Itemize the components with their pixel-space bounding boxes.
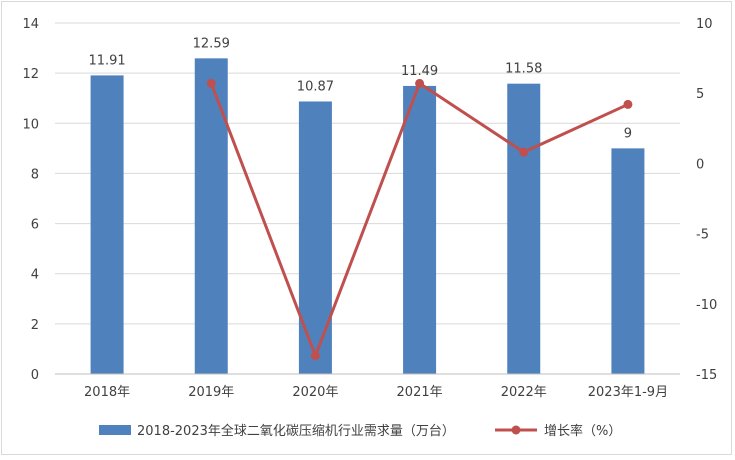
left-tick-label: 14 xyxy=(22,17,39,32)
growth-rate-point xyxy=(623,99,633,109)
x-tick-label: 2018年 xyxy=(84,385,130,400)
right-axis: -15 -10 -5 0 5 10 xyxy=(696,17,717,383)
bar xyxy=(403,85,437,374)
growth-rate-point xyxy=(415,78,425,88)
bar xyxy=(507,83,541,375)
right-tick-label: -5 xyxy=(696,228,709,243)
right-tick-label: -15 xyxy=(696,368,717,383)
legend-swatch-demand xyxy=(99,425,131,435)
bar xyxy=(611,148,645,374)
bar-data-label: 10.87 xyxy=(297,79,334,94)
left-tick-label: 6 xyxy=(31,218,39,233)
x-tick-label: 2021年 xyxy=(397,385,443,400)
bar xyxy=(90,75,124,374)
right-tick-label: 10 xyxy=(696,17,713,32)
bar-data-label: 11.58 xyxy=(505,62,542,77)
left-tick-label: 12 xyxy=(22,67,39,82)
left-tick-label: 4 xyxy=(31,268,39,283)
bar-data-label: 11.49 xyxy=(401,64,438,79)
bar xyxy=(298,101,332,374)
bar-data-label: 12.59 xyxy=(193,36,230,51)
right-tick-label: 0 xyxy=(696,157,704,172)
growth-rate-point xyxy=(310,351,320,361)
legend-label-demand: 2018-2023年全球二氧化碳压缩机行业需求量（万台） xyxy=(137,423,455,439)
left-tick-label: 2 xyxy=(31,318,39,333)
left-axis: 0 2 4 6 8 10 12 14 xyxy=(22,17,39,383)
line-series xyxy=(206,78,633,361)
right-tick-label: -10 xyxy=(696,298,717,313)
x-tick-label: 2023年1-9月 xyxy=(588,385,668,400)
left-tick-label: 0 xyxy=(31,368,39,383)
right-tick-label: 5 xyxy=(696,87,704,102)
legend-marker-growth xyxy=(511,425,521,435)
left-tick-label: 8 xyxy=(31,167,39,182)
bar xyxy=(194,58,228,375)
x-axis: 2018年 2019年 2020年 2021年 2022年 2023年1-9月 xyxy=(55,373,680,400)
growth-rate-point xyxy=(519,147,529,157)
data-labels: 11.91 12.59 10.87 11.49 11.58 9 xyxy=(88,36,632,141)
legend: 2018-2023年全球二氧化碳压缩机行业需求量（万台） 增长率（%） xyxy=(99,423,621,439)
gridlines xyxy=(55,22,680,325)
x-tick-label: 2022年 xyxy=(501,385,547,400)
x-tick-label: 2020年 xyxy=(292,385,338,400)
growth-rate-point xyxy=(206,78,216,88)
x-tick-label: 2019年 xyxy=(188,385,234,400)
left-tick-label: 10 xyxy=(22,117,39,132)
bar-data-label: 11.91 xyxy=(88,53,125,68)
bar-data-label: 9 xyxy=(624,126,632,141)
legend-label-growth: 增长率（%） xyxy=(544,423,621,439)
